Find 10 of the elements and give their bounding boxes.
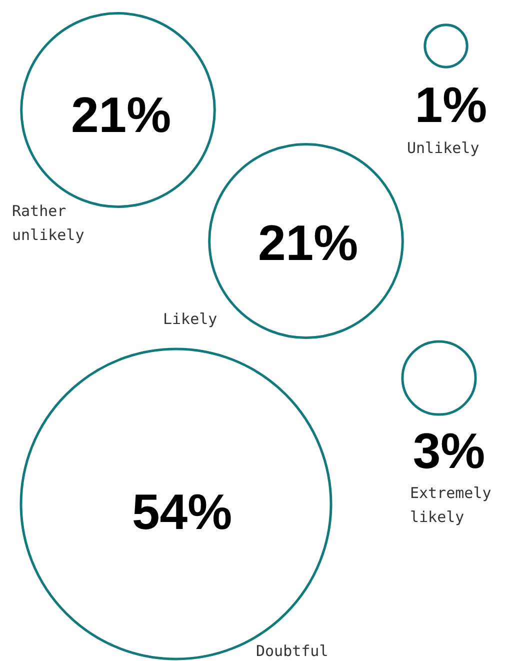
data-label: 54% [132,484,232,540]
category-label: Likely [163,310,218,328]
data-label: 21% [258,215,358,271]
data-label: 1% [414,77,488,133]
category-label: Doubtful [256,642,328,660]
category-label: Unlikely [407,139,480,157]
category-label: Rather unlikely [12,202,84,244]
data-label: 21% [70,87,172,143]
data-label: 3% [412,423,486,479]
category-label: Extremely likely [410,484,492,526]
